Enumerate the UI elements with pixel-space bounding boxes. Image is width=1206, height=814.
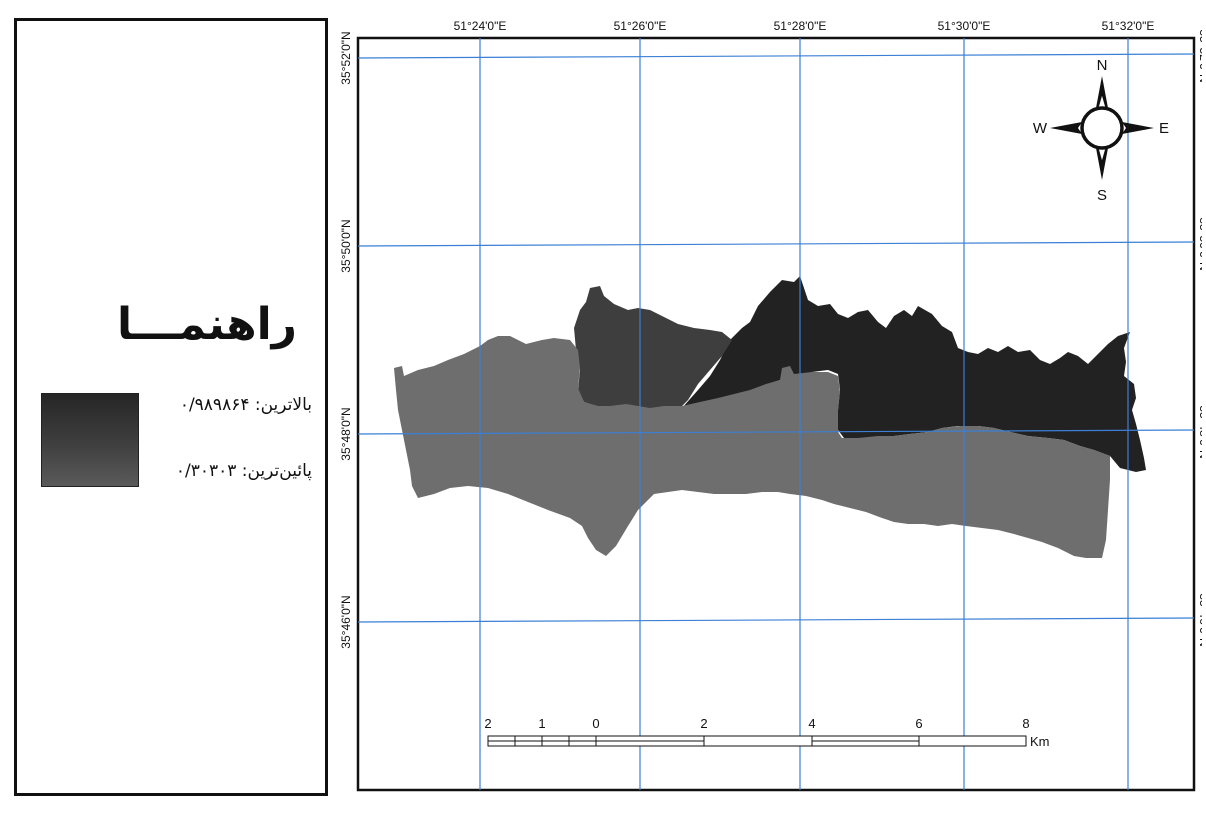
legend-panel: راهنمـــا بالاترین: ۰/۹۸۹۸۶۴ پائین‌ترین:… xyxy=(14,18,328,796)
compass-label-w: W xyxy=(1033,120,1048,137)
compass-label-s: S xyxy=(1097,187,1107,204)
lat-label-right-4: 35°46'0"N xyxy=(1197,593,1202,646)
legend-color-ramp xyxy=(41,393,139,487)
scale-label-4: 4 xyxy=(808,716,815,731)
lat-label-left-1: 35°52'0"N xyxy=(339,31,353,84)
scale-label-2-left: 2 xyxy=(484,716,491,731)
scale-label-6: 6 xyxy=(915,716,922,731)
lon-label-top-3: 51°28'0"E xyxy=(774,19,827,33)
lat-label-left-3: 35°48'0"N xyxy=(339,407,353,460)
lon-label-top-1: 51°24'0"E xyxy=(454,19,507,33)
lon-label-bottom-2: 51°26'0"E xyxy=(614,799,667,800)
scale-unit: Km xyxy=(1030,734,1050,749)
lon-label-bottom-3: 51°28'0"E xyxy=(774,799,827,800)
lon-label-bottom-1: 51°24'0"E xyxy=(454,799,507,800)
map-canvas: 51°24'0"E 51°26'0"E 51°28'0"E 51°30'0"E … xyxy=(338,10,1202,800)
legend-low-label: پائین‌ترین: ۰/۳۰۳۰۳ xyxy=(152,461,312,481)
compass-label-n: N xyxy=(1097,57,1108,74)
scale-label-0: 0 xyxy=(592,716,599,731)
lat-label-right-3: 35°48'0"N xyxy=(1197,405,1202,458)
legend-high-label: بالاترین: ۰/۹۸۹۸۶۴ xyxy=(152,395,312,415)
lon-label-bottom-5: 51°32'0"E xyxy=(1102,799,1155,800)
compass-ring-icon xyxy=(1082,108,1122,148)
lon-label-top-4: 51°30'0"E xyxy=(938,19,991,33)
lat-label-right-2: 35°50'0"N xyxy=(1197,217,1202,270)
lat-label-left-2: 35°50'0"N xyxy=(339,219,353,272)
compass-label-e: E xyxy=(1159,120,1169,137)
lon-label-top-5: 51°32'0"E xyxy=(1102,19,1155,33)
scale-label-1: 1 xyxy=(538,716,545,731)
lat-label-left-4: 35°46'0"N xyxy=(339,595,353,648)
legend-title: راهنمـــا xyxy=(77,299,297,350)
lon-label-top-2: 51°26'0"E xyxy=(614,19,667,33)
scale-label-2: 2 xyxy=(700,716,707,731)
lon-label-bottom-4: 51°30'0"E xyxy=(938,799,991,800)
scale-label-8: 8 xyxy=(1022,716,1029,731)
lat-label-right-1: 35°52'0"N xyxy=(1197,29,1202,82)
map-frame: 51°24'0"E 51°26'0"E 51°28'0"E 51°30'0"E … xyxy=(338,10,1202,800)
